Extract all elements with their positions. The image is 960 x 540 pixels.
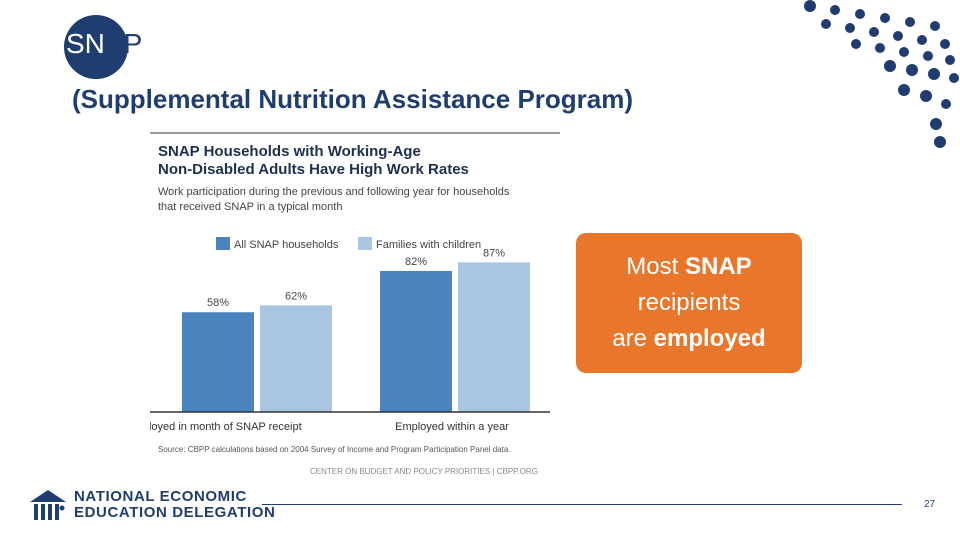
legend-label-all-snap: All SNAP households [234,239,339,251]
callout-line1: Most SNAP [612,249,765,285]
decorative-dot [875,43,885,53]
chart-title-line1: SNAP Households with Working-Age [158,143,421,160]
slide-subtitle: (Supplemental Nutrition Assistance Progr… [72,84,634,114]
chart-subtitle-line2: that received SNAP in a typical month [158,201,342,213]
chart-canvas: SNAP Households with Working-Age Non-Dis… [150,132,560,476]
decorative-dot [934,136,946,148]
decorative-dots-pattern [804,0,959,148]
callout-line2: recipients [637,289,741,316]
decorative-dot [869,27,879,37]
category-label-year: Employed within a year [395,421,509,433]
footer-divider [262,504,902,505]
decorative-dot [851,39,861,49]
decorative-dot [930,21,940,31]
decorative-dot [917,35,927,45]
callout-line1-pre: Most [626,253,685,280]
decorative-dot [941,99,951,109]
decorative-dot [930,118,942,130]
legend-label-families: Families with children [376,239,481,251]
decorative-dot [923,51,933,61]
callout-line3-bold: employed [653,325,766,352]
legend-swatch-all-snap [216,237,230,250]
decorative-dot [898,84,910,96]
decorative-dot [855,9,865,19]
decorative-dot [928,68,940,80]
bar-all-snap-year [380,270,452,412]
slide-title-part2: AP [104,28,143,59]
decorative-dot [804,0,816,12]
decorative-dot [880,13,890,23]
organization-name: NATIONAL ECONOMIC EDUCATION DELEGATION [74,489,275,521]
category-label-month: Employed in month of SNAP receipt [150,421,302,433]
decorative-dot [940,39,950,49]
bar-families-year [458,262,530,412]
data-label-all-snap-month: 58% [207,297,229,309]
page-number: 27 [924,499,936,510]
decorative-dot [945,55,955,65]
title-circle-decoration [64,15,128,79]
data-label-all-snap-year: 82% [405,256,427,268]
decorative-dot [920,90,932,102]
callout-line3: are employed [612,321,765,357]
callout-line1-bold: SNAP [684,253,752,280]
decorative-dot [821,19,831,29]
decorative-dot [905,17,915,27]
decorative-dot [884,60,896,72]
need-logo-icon [30,490,66,520]
data-label-families-year: 87% [483,247,505,259]
organization-line2: EDUCATION DELEGATION [74,504,276,521]
decorative-dot [893,31,903,41]
legend-swatch-families [358,237,372,250]
decorative-dot [906,64,918,76]
bar-all-snap-month [182,312,254,412]
organization-line1: NATIONAL ECONOMIC [74,488,247,505]
chart-source: Source: CBPP calculations based on 2004 … [158,445,511,454]
chart-subtitle-line1: Work participation during the previous a… [158,186,510,198]
chart-credit: CENTER ON BUDGET AND POLICY PRIORITIES |… [310,467,538,476]
decorative-dot [845,23,855,33]
data-label-families-month: 62% [285,290,307,302]
bar-families-month [260,305,332,412]
callout-box: Most SNAP recipients are employed [576,233,802,373]
chart-title-line2: Non-Disabled Adults Have High Work Rates [158,161,469,178]
decorative-dot [949,73,959,83]
slide-title-part1: SN [66,28,105,59]
snap-work-rates-chart: SNAP Households with Working-Age Non-Dis… [150,132,560,480]
decorative-dot [830,5,840,15]
callout-line3-pre: are [612,325,654,352]
decorative-dot [899,47,909,57]
slide-title: SNAP [66,22,142,66]
